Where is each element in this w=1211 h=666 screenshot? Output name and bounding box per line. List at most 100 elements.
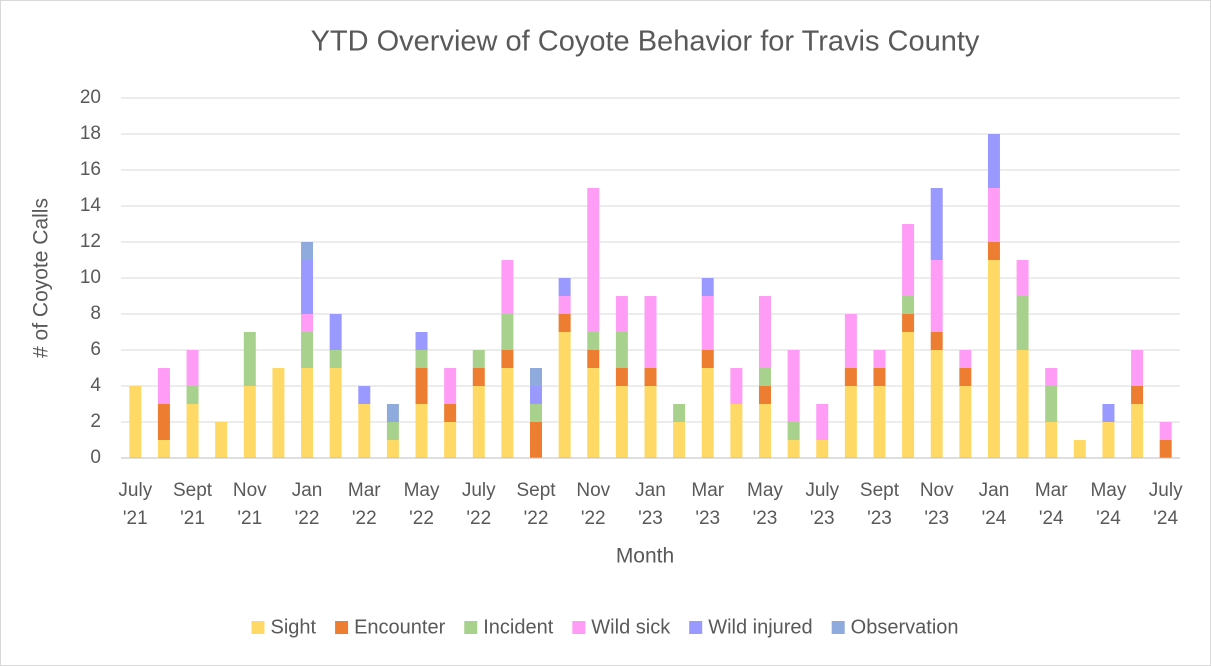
bar-segment (701, 278, 714, 296)
bar-segment (816, 440, 829, 458)
bar-segment (787, 422, 800, 440)
legend-label: Incident (483, 616, 553, 638)
y-tick-label: 10 (80, 267, 101, 288)
bar-segment (1073, 440, 1086, 458)
bar-segment (615, 332, 628, 368)
x-tick-label: Nov '22 (576, 480, 610, 529)
bar-segment (415, 404, 428, 458)
y-tick-label: 12 (80, 231, 101, 252)
bar-segment (930, 332, 943, 350)
bar-segment (1045, 386, 1058, 422)
bar-segment (1131, 404, 1144, 458)
bar-segment (301, 332, 314, 368)
bar-segment (730, 368, 743, 404)
bar-segment (444, 368, 457, 404)
y-tick-label: 18 (80, 123, 101, 144)
bar-segment (415, 332, 428, 350)
x-tick-label: July '24 (1149, 480, 1183, 529)
legend-swatch (689, 621, 703, 634)
bar-segment (844, 314, 857, 368)
bar-segment (386, 404, 399, 422)
bar-segment (758, 368, 771, 386)
bar-segment (758, 386, 771, 404)
bar-segment (530, 422, 543, 458)
bar-segment (501, 314, 514, 350)
legend-label: Sight (270, 616, 316, 638)
x-tick-label: May '23 (747, 480, 783, 529)
bar-segment (959, 368, 972, 386)
bar-segment (987, 260, 1000, 458)
bar-segment (873, 350, 886, 368)
x-tick-label: Sept '21 (173, 480, 213, 529)
bar-segment (587, 332, 600, 350)
bar-segment (959, 386, 972, 458)
bar-segment (615, 368, 628, 386)
legend-label: Wild injured (708, 616, 812, 638)
bar-segment (186, 404, 199, 458)
bar-segment (301, 260, 314, 314)
x-tick-label: Mar '22 (348, 480, 381, 529)
bar-segment (873, 368, 886, 386)
x-tick-label: Nov '23 (920, 480, 954, 529)
bar-segment (673, 404, 686, 422)
bar-segment (301, 368, 314, 458)
y-tick-label: 2 (90, 411, 101, 432)
bar-segment (530, 368, 543, 386)
bar-segment (186, 386, 199, 404)
bar-segment (959, 350, 972, 368)
bar-segment (472, 368, 485, 386)
bar-segment (329, 314, 342, 350)
bar-segment (987, 134, 1000, 188)
bar-segment (1159, 440, 1172, 458)
bar-segment (1045, 368, 1058, 386)
bar-segment (787, 440, 800, 458)
y-tick-label: 20 (80, 87, 101, 108)
bar-segment (558, 314, 571, 332)
x-tick-label: Sept '22 (516, 480, 556, 529)
bar-segment (558, 332, 571, 458)
bar-segment (157, 440, 170, 458)
x-tick-label: May '22 (404, 480, 440, 529)
bar-segment (243, 332, 256, 386)
bar-segment (329, 368, 342, 458)
bar-segment (1102, 422, 1115, 458)
bar-segment (530, 404, 543, 422)
bar-segment (873, 386, 886, 458)
y-tick-label: 8 (90, 303, 101, 324)
bar-segment (472, 386, 485, 458)
bar-segment (673, 422, 686, 458)
bar-segment (701, 368, 714, 458)
bar-segment (1016, 260, 1029, 296)
legend-swatch (335, 621, 349, 634)
chart-title: YTD Overview of Coyote Behavior for Trav… (311, 26, 980, 58)
bar-segment (558, 296, 571, 314)
bar-segment (386, 440, 399, 458)
bar-segment (930, 260, 943, 332)
bar-segment (902, 296, 915, 314)
x-tick-label: Jan '23 (635, 480, 666, 529)
x-tick-label: May '24 (1090, 480, 1126, 529)
legend-swatch (251, 621, 265, 634)
bar-segment (644, 386, 657, 458)
bar-segment (501, 368, 514, 458)
bar-segment (1131, 386, 1144, 404)
bar-segment (358, 404, 371, 458)
y-axis-label: # of Coyote Calls (30, 198, 53, 358)
bar-segment (1045, 422, 1058, 458)
y-tick-label: 4 (90, 375, 101, 396)
bar-segment (329, 350, 342, 368)
bar-segment (358, 386, 371, 404)
bar-segment (1016, 350, 1029, 458)
bar-segment (472, 350, 485, 368)
y-tick-label: 0 (90, 447, 101, 468)
bar-segment (215, 422, 228, 458)
legend-swatch (572, 621, 586, 634)
x-tick-label: July '21 (118, 480, 152, 529)
bar-segment (1159, 422, 1172, 440)
bar-segment (157, 404, 170, 440)
bar-segment (386, 422, 399, 440)
bar-segment (1131, 350, 1144, 386)
bar-segment (987, 188, 1000, 242)
y-tick-label: 14 (80, 195, 102, 216)
